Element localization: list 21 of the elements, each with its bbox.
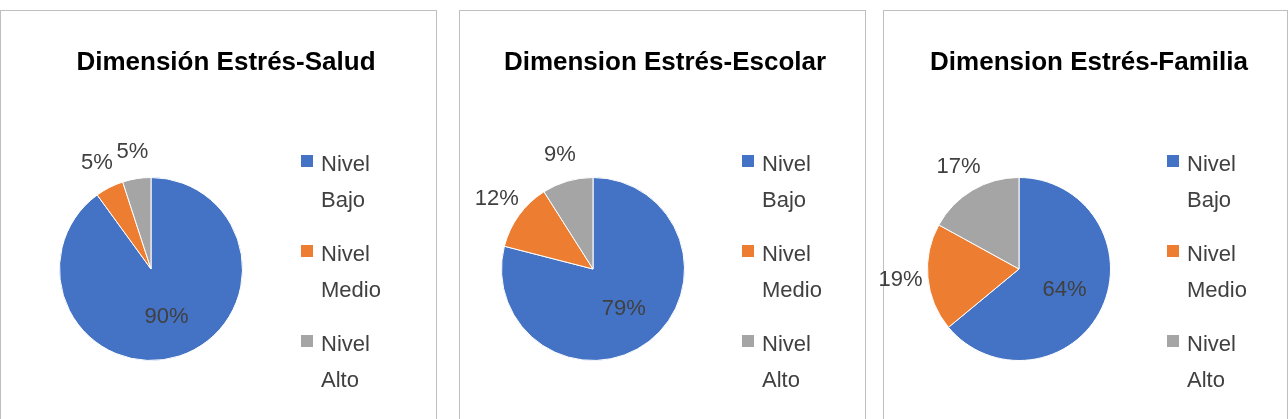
data-label: 17% [936, 152, 981, 178]
data-label: 79% [601, 294, 646, 320]
data-label: 64% [1042, 276, 1087, 302]
data-label: 90% [144, 302, 189, 328]
data-label: 5% [116, 137, 149, 163]
data-label: 5% [81, 149, 113, 175]
legend-label: Nivel Medio [1187, 240, 1248, 304]
legend-label: Nivel Alto [1187, 330, 1237, 394]
legend-label: Nivel Bajo [1187, 150, 1237, 214]
legend-label: Nivel Alto [321, 330, 371, 394]
data-label: 9% [543, 140, 576, 166]
legend-label: Nivel Medio [762, 240, 823, 304]
legend-label: Nivel Bajo [762, 150, 812, 214]
legend-label: Nivel Bajo [321, 150, 371, 214]
data-label: 19% [878, 266, 923, 292]
data-label: 12% [474, 185, 519, 211]
legend-label: Nivel Medio [321, 240, 382, 304]
chart-title: Dimension Estrés-Escolar [502, 45, 828, 78]
legend-label: Nivel Alto [762, 330, 812, 394]
chart-title: Dimension Estrés-Familia [929, 45, 1249, 78]
chart-title: Dimensión Estrés-Salud [75, 45, 377, 78]
